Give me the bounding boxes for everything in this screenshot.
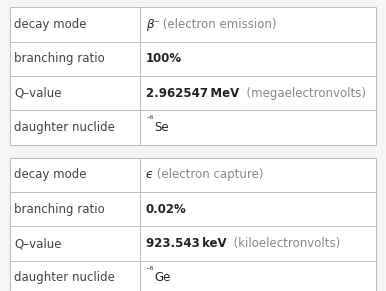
Bar	[10, 7, 376, 145]
Text: ⁻⁶: ⁻⁶	[146, 116, 154, 125]
Text: (kiloelectronvolts): (kiloelectronvolts)	[226, 237, 340, 250]
Text: 0.02%: 0.02%	[146, 203, 186, 216]
Text: (electron capture): (electron capture)	[153, 168, 263, 181]
Text: 100%: 100%	[146, 52, 182, 65]
Text: ϵ: ϵ	[146, 168, 153, 181]
Text: daughter nuclide: daughter nuclide	[14, 272, 115, 284]
Text: (electron emission): (electron emission)	[159, 18, 277, 31]
Text: 2.962547 MeV: 2.962547 MeV	[146, 87, 239, 100]
Text: Q–value: Q–value	[14, 237, 62, 250]
Text: β⁻: β⁻	[146, 18, 159, 31]
Text: Se: Se	[154, 121, 169, 134]
Bar	[10, 158, 376, 291]
Text: branching ratio: branching ratio	[14, 52, 105, 65]
Text: daughter nuclide: daughter nuclide	[14, 121, 115, 134]
Text: decay mode: decay mode	[14, 168, 87, 181]
Text: Q–value: Q–value	[14, 87, 62, 100]
Text: 923.543 keV: 923.543 keV	[146, 237, 226, 250]
Text: (megaelectronvolts): (megaelectronvolts)	[239, 87, 366, 100]
Text: decay mode: decay mode	[14, 18, 87, 31]
Text: Ge: Ge	[154, 272, 170, 284]
Text: ⁻⁶: ⁻⁶	[146, 266, 154, 275]
Text: branching ratio: branching ratio	[14, 203, 105, 216]
